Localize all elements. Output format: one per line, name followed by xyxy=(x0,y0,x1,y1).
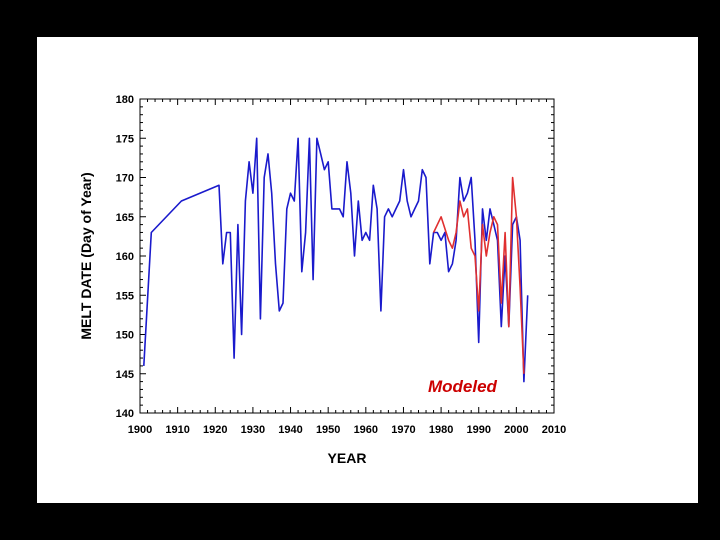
y-tick-label: 170 xyxy=(116,173,134,185)
y-tick-label: 150 xyxy=(116,330,134,342)
x-tick-label: 1930 xyxy=(241,424,265,436)
y-axis-title: MELT DATE (Day of Year) xyxy=(78,172,94,339)
series-layer xyxy=(143,137,529,383)
slide-panel: 1900 1910 1920 1930 1940 1950 1960 1970 1980 1990… xyxy=(37,37,698,503)
observed-series-line xyxy=(143,137,529,383)
x-tick-label: 1990 xyxy=(466,424,490,436)
x-tick-label: 1960 xyxy=(354,424,378,436)
y-tick-label: 175 xyxy=(116,133,134,145)
x-tick-label: 1920 xyxy=(203,424,227,436)
x-tick-label: 2000 xyxy=(504,424,528,436)
y-tick-label: 145 xyxy=(116,369,134,381)
x-tick-label: 1950 xyxy=(316,424,340,436)
x-tick-label: 1900 xyxy=(128,424,152,436)
x-tick-label: 1980 xyxy=(429,424,453,436)
plot-frame xyxy=(139,98,555,414)
y-tick-label: 165 xyxy=(116,212,134,224)
modeled-annotation: Modeled xyxy=(428,377,498,396)
axis-ticks: 1900 1910 1920 1930 1940 1950 1960 1970 1980 1990… xyxy=(116,94,567,436)
y-tick-label: 180 xyxy=(116,94,134,106)
modeled-series-line xyxy=(432,176,525,374)
x-tick-label: 1940 xyxy=(278,424,302,436)
melt-date-chart: 1900 1910 1920 1930 1940 1950 1960 1970 1980 1990… xyxy=(78,94,567,466)
y-tick-label: 160 xyxy=(116,251,134,263)
y-tick-label: 155 xyxy=(116,290,134,302)
y-tick-label: 140 xyxy=(116,408,134,420)
x-tick-label: 1910 xyxy=(165,424,189,436)
x-tick-label: 1970 xyxy=(391,424,415,436)
x-tick-label: 2010 xyxy=(542,424,566,436)
x-axis-title: YEAR xyxy=(328,450,367,466)
